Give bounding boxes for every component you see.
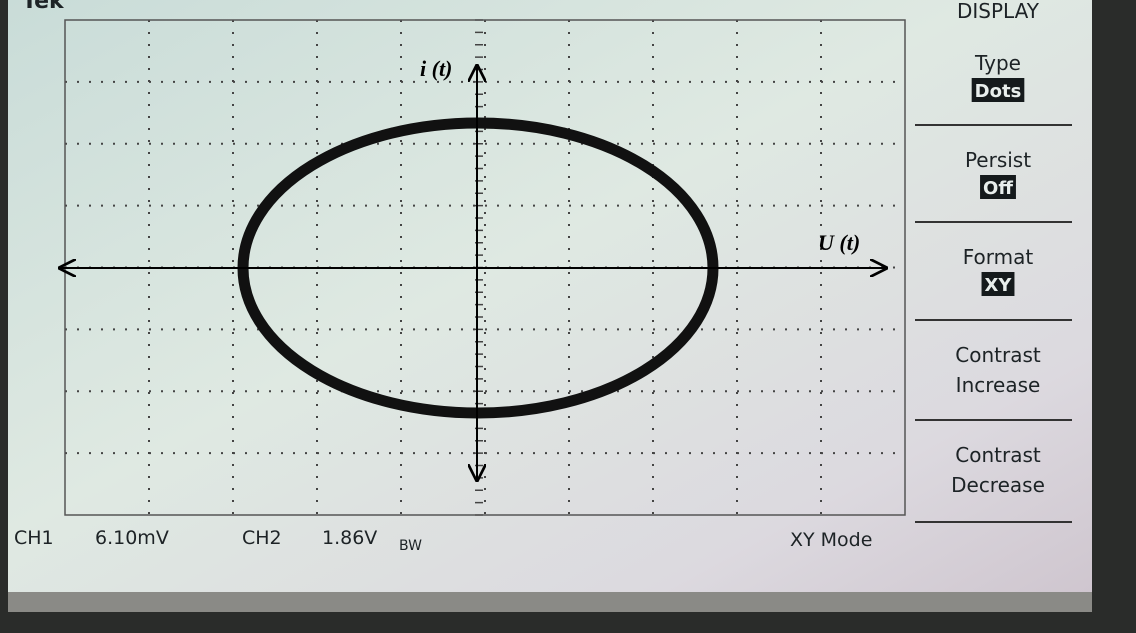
ch2-scale: 1.86V xyxy=(322,527,377,549)
ch1: CH1 xyxy=(14,527,54,549)
menu-value-box xyxy=(981,272,1015,296)
menu-value-box xyxy=(971,78,1025,102)
brand: Tek xyxy=(22,0,65,14)
menu-value: XY xyxy=(985,275,1013,296)
menu-label: Decrease xyxy=(951,473,1045,497)
status-bar: CH1 6.10mV CH2 1.86V BW XY Mode xyxy=(14,527,872,554)
ch2: CH2 xyxy=(242,527,282,549)
mode: XY Mode xyxy=(790,529,872,551)
ch1-scale: 6.10mV xyxy=(95,527,169,549)
menu-value: Dots xyxy=(975,81,1022,102)
bandwidth-limit: BW xyxy=(399,538,422,554)
menu-label: Format xyxy=(963,245,1034,269)
menu-value-box xyxy=(980,175,1016,199)
menu-label: Increase xyxy=(956,373,1041,397)
y-axis-label: i (t) xyxy=(420,56,452,81)
menu-value: Off xyxy=(983,178,1013,199)
menu-title: DISPLAY xyxy=(957,0,1040,23)
side-menu: DISPLAY Type Dots Persist Off Format XY Contra… xyxy=(915,0,1072,523)
menu-label: Contrast xyxy=(955,443,1041,467)
menu-label: Persist xyxy=(965,148,1031,172)
screen xyxy=(8,0,1092,592)
x-axis-label: U (t) xyxy=(818,230,860,255)
menu-label: Type xyxy=(974,51,1021,75)
screen-edge xyxy=(8,592,1092,612)
menu-label: Contrast xyxy=(955,343,1041,367)
